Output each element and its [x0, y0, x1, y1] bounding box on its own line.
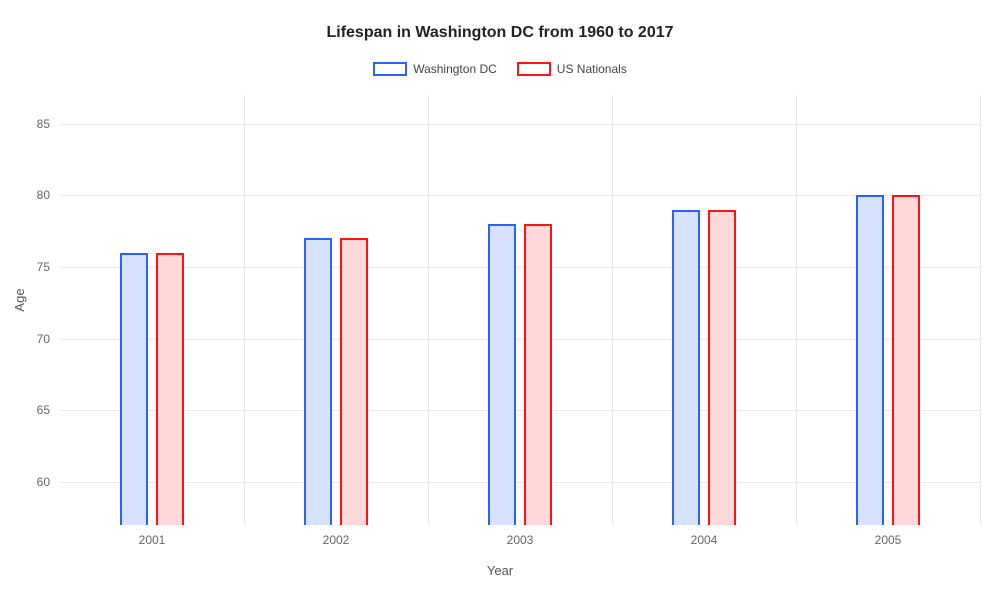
plot-area: 60657075808520012002200320042005: [60, 95, 980, 525]
vertical-gridline: [612, 95, 613, 525]
y-tick-label: 80: [0, 188, 50, 202]
bar[interactable]: [708, 210, 736, 525]
chart-container: Lifespan in Washington DC from 1960 to 2…: [0, 0, 1000, 600]
legend-item-1[interactable]: US Nationals: [517, 62, 627, 76]
legend-item-0[interactable]: Washington DC: [373, 62, 497, 76]
x-tick-label: 2003: [507, 533, 534, 547]
y-tick-label: 70: [0, 332, 50, 346]
bar[interactable]: [892, 195, 920, 525]
bar[interactable]: [856, 195, 884, 525]
gridline: [60, 124, 980, 125]
legend-swatch-0: [373, 62, 407, 76]
y-tick-label: 85: [0, 117, 50, 131]
x-tick-label: 2001: [139, 533, 166, 547]
bar[interactable]: [340, 238, 368, 525]
vertical-gridline: [980, 95, 981, 525]
gridline: [60, 482, 980, 483]
bar[interactable]: [156, 253, 184, 525]
chart-title: Lifespan in Washington DC from 1960 to 2…: [0, 24, 1000, 42]
gridline: [60, 267, 980, 268]
bar[interactable]: [304, 238, 332, 525]
x-tick-label: 2002: [323, 533, 350, 547]
bar[interactable]: [524, 224, 552, 525]
x-axis-label: Year: [0, 563, 1000, 578]
vertical-gridline: [796, 95, 797, 525]
legend-label-1: US Nationals: [557, 62, 627, 76]
legend-label-0: Washington DC: [413, 62, 497, 76]
gridline: [60, 410, 980, 411]
vertical-gridline: [244, 95, 245, 525]
bar[interactable]: [120, 253, 148, 525]
y-axis-label: Age: [12, 288, 27, 311]
legend: Washington DC US Nationals: [0, 62, 1000, 76]
vertical-gridline: [428, 95, 429, 525]
x-tick-label: 2004: [691, 533, 718, 547]
y-tick-label: 65: [0, 403, 50, 417]
legend-swatch-1: [517, 62, 551, 76]
bar[interactable]: [488, 224, 516, 525]
bar[interactable]: [672, 210, 700, 525]
y-tick-label: 60: [0, 475, 50, 489]
gridline: [60, 339, 980, 340]
x-tick-label: 2005: [875, 533, 902, 547]
gridline: [60, 195, 980, 196]
y-tick-label: 75: [0, 260, 50, 274]
